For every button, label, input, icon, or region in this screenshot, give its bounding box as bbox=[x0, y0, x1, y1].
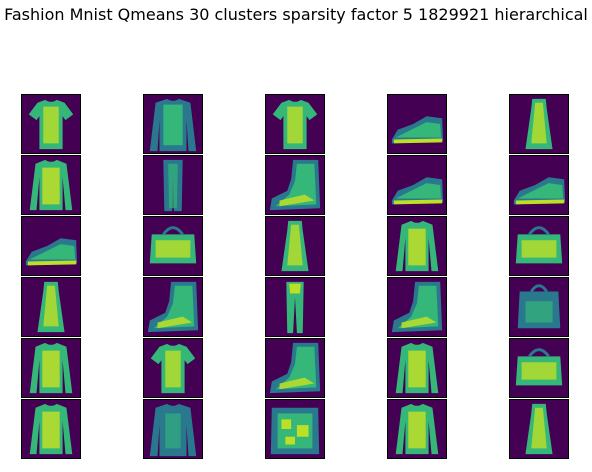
centroid-image bbox=[265, 216, 325, 276]
centroid-image bbox=[387, 399, 447, 459]
centroid-image bbox=[509, 338, 569, 398]
centroid-image bbox=[143, 94, 203, 154]
centroid-image bbox=[509, 216, 569, 276]
centroid-image bbox=[265, 155, 325, 215]
centroid-image bbox=[387, 338, 447, 398]
centroid-image bbox=[509, 399, 569, 459]
centroid-image bbox=[265, 94, 325, 154]
centroid-image bbox=[509, 277, 569, 337]
centroid-image bbox=[265, 399, 325, 459]
centroid-image bbox=[21, 277, 81, 337]
centroid-image bbox=[143, 155, 203, 215]
centroid-image bbox=[387, 216, 447, 276]
centroid-image bbox=[265, 277, 325, 337]
centroid-image bbox=[21, 399, 81, 459]
centroid-image bbox=[21, 216, 81, 276]
figure-title: Fashion Mnist Qmeans 30 clusters sparsit… bbox=[4, 5, 588, 24]
centroid-image bbox=[21, 94, 81, 154]
centroid-image bbox=[143, 277, 203, 337]
centroid-image bbox=[509, 94, 569, 154]
centroid-image bbox=[143, 338, 203, 398]
centroid-image bbox=[21, 155, 81, 215]
centroid-image bbox=[387, 94, 447, 154]
centroid-image bbox=[143, 399, 203, 459]
centroid-image bbox=[509, 155, 569, 215]
centroid-image bbox=[143, 216, 203, 276]
centroid-image bbox=[387, 277, 447, 337]
centroid-image bbox=[387, 155, 447, 215]
centroid-image bbox=[21, 338, 81, 398]
centroid-image bbox=[265, 338, 325, 398]
